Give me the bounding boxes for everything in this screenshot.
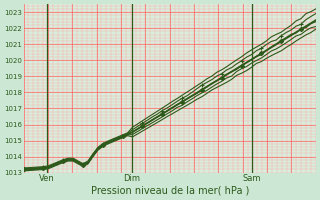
X-axis label: Pression niveau de la mer( hPa ): Pression niveau de la mer( hPa ) — [91, 186, 249, 196]
